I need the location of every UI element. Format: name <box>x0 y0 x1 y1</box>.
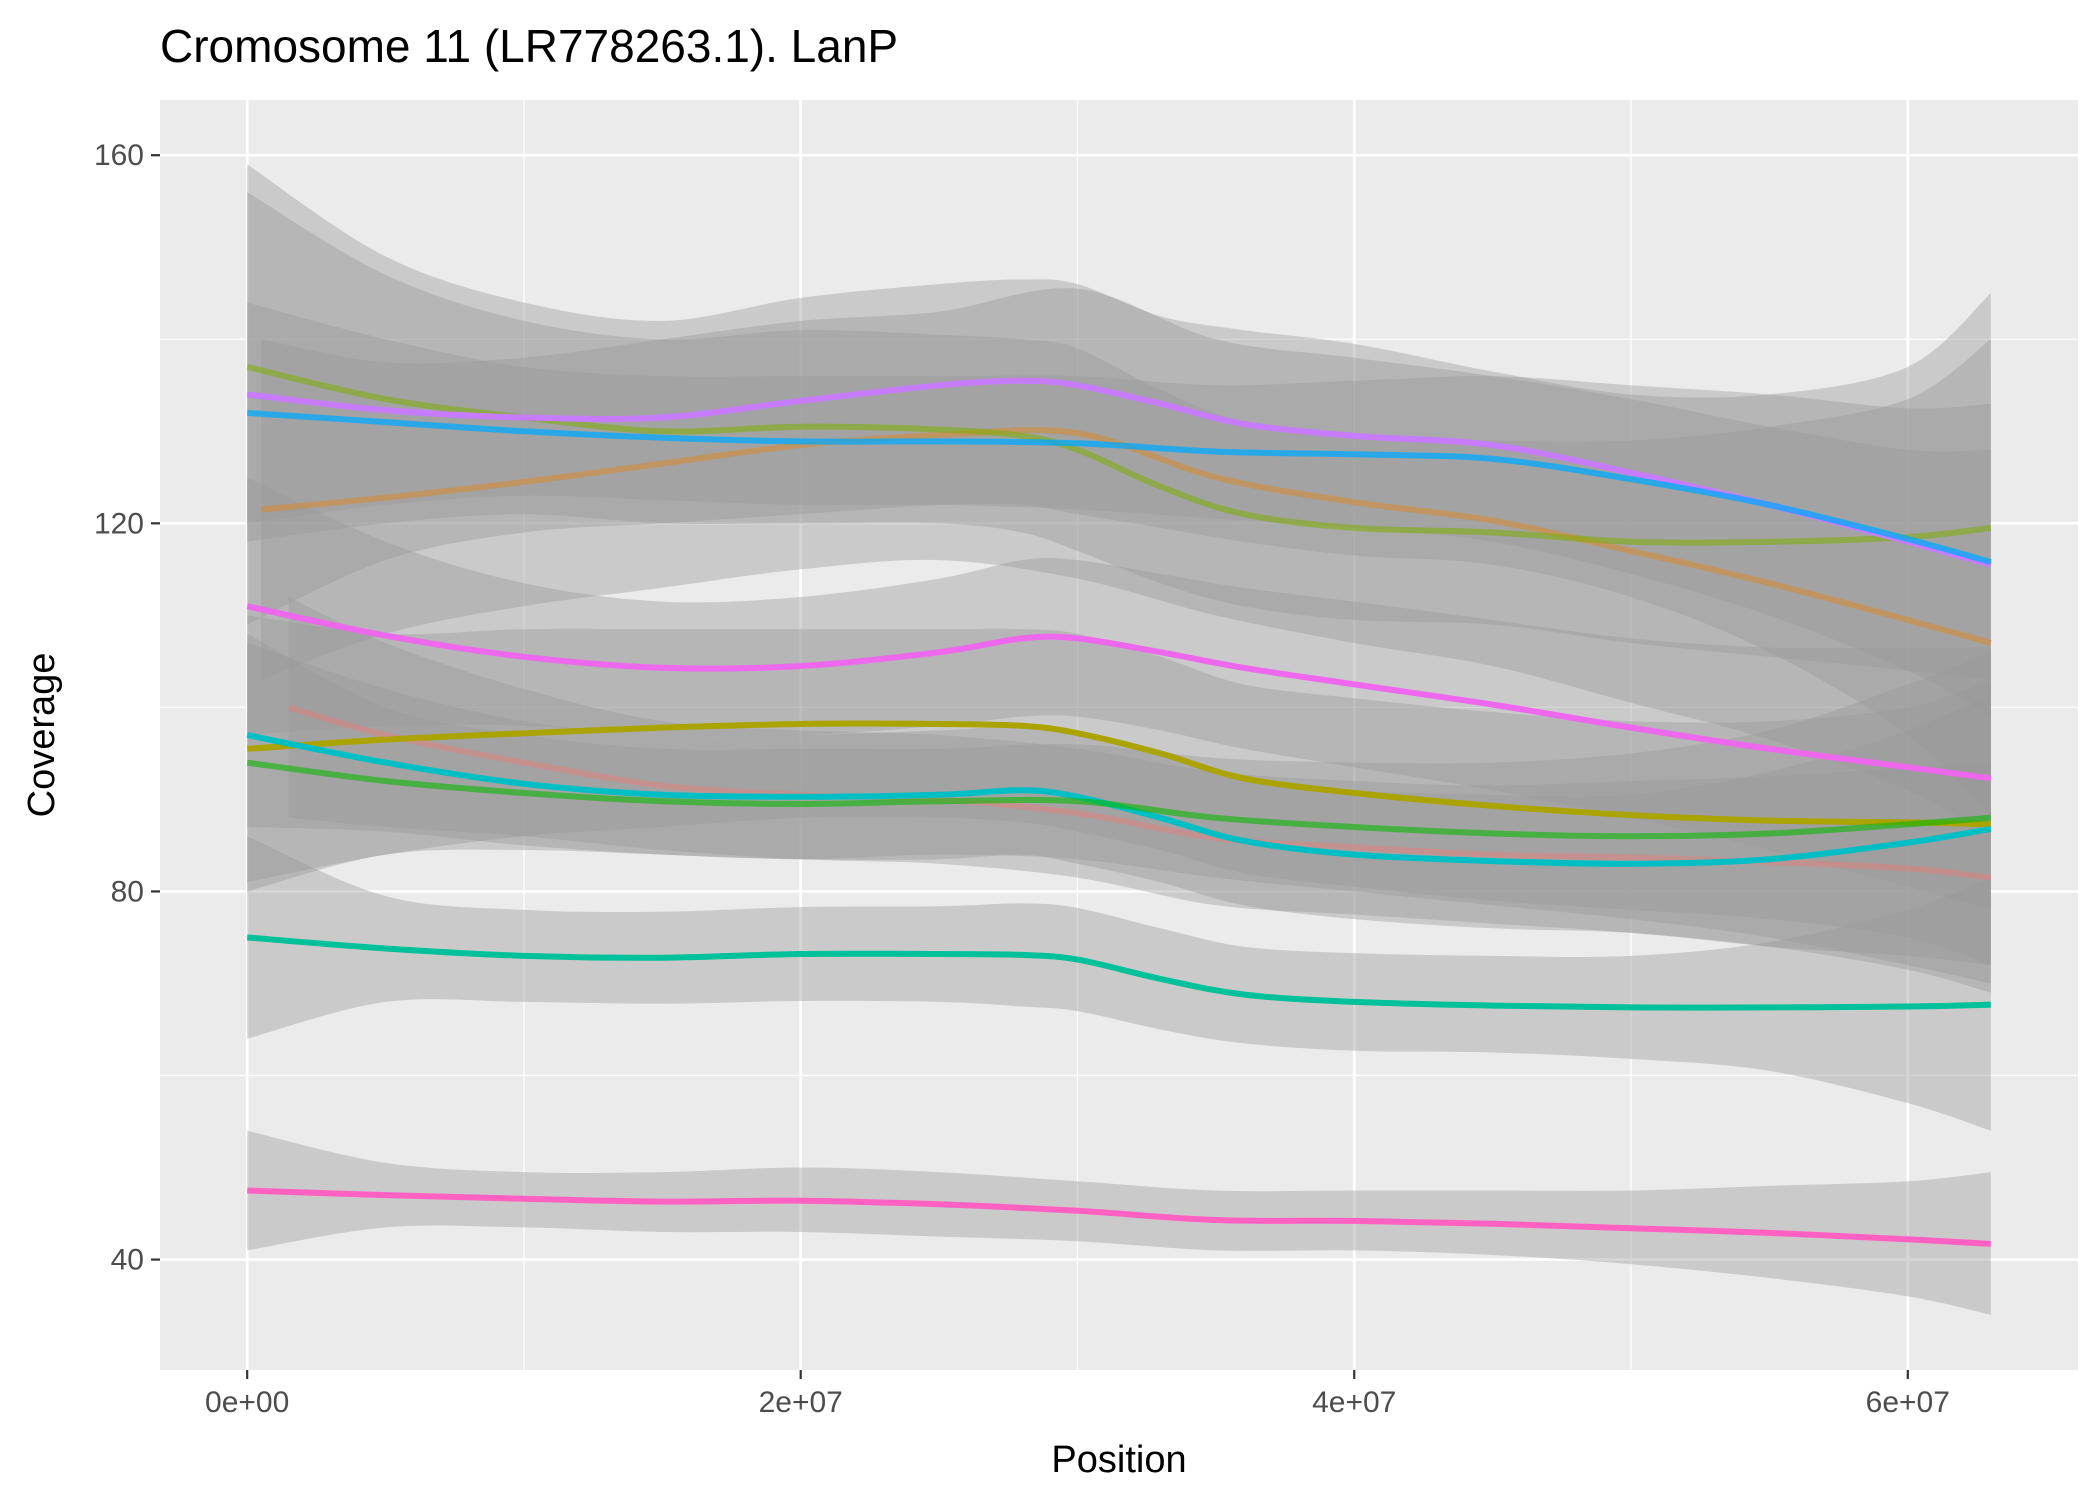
confidence-band <box>247 477 1991 910</box>
confidence-band <box>247 302 1991 717</box>
y-tick-label: 40 <box>111 1244 144 1277</box>
x-tick-label: 6e+07 <box>1866 1386 1950 1419</box>
y-tick-label: 160 <box>94 139 144 172</box>
x-tick-label: 0e+00 <box>205 1386 289 1419</box>
confidence-band <box>247 615 1991 966</box>
series-line <box>246 603 1992 782</box>
y-tick-label: 80 <box>111 875 144 908</box>
confidence-band <box>247 192 1991 680</box>
confidence-band <box>247 836 1991 1131</box>
series-line <box>247 720 1991 828</box>
confidence-band <box>261 288 1991 837</box>
series-line <box>247 1187 1991 1247</box>
axes: 0e+00 2e+07 4e+07 6e+07 40 80 120 160 <box>94 139 1950 1419</box>
chart-title: Cromosome 11 (LR778263.1). LanP <box>160 20 898 72</box>
series-line <box>246 363 1992 546</box>
y-axis-label: Coverage <box>21 653 63 818</box>
series-line <box>247 409 1992 565</box>
x-tick-label: 4e+07 <box>1312 1386 1396 1419</box>
confidence-band <box>247 1130 1991 1315</box>
x-tick-label: 2e+07 <box>759 1386 843 1419</box>
y-tick-label: 120 <box>94 507 144 540</box>
series-line <box>246 759 1992 840</box>
series-line <box>246 934 1991 1011</box>
grid <box>160 100 2078 1370</box>
confidence-band <box>247 164 1991 818</box>
confidence-band <box>288 597 1991 993</box>
x-axis-label: Position <box>1051 1439 1186 1481</box>
series-lines <box>246 363 1992 1247</box>
